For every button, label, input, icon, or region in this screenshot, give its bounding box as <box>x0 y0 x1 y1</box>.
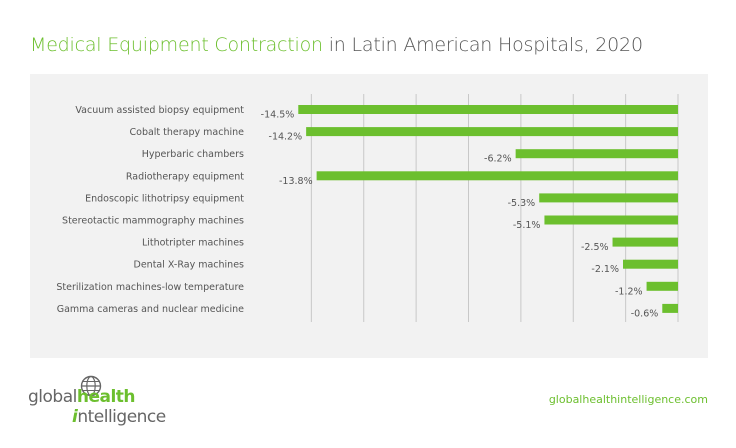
chart-title: Medical Equipment Contraction in Latin A… <box>30 34 643 56</box>
bar <box>539 193 678 203</box>
bar <box>306 127 678 137</box>
logo-word-global: global <box>28 387 77 407</box>
logo-line-2: intelligence <box>72 407 166 427</box>
bar <box>544 215 678 225</box>
logo-initial-i: i <box>72 407 78 427</box>
data-label: -2.5% <box>581 242 609 253</box>
category-label: Endoscopic lithotripsy equipment <box>85 193 244 204</box>
data-label: -14.2% <box>269 132 303 143</box>
bar <box>623 259 678 269</box>
data-label: -2.1% <box>591 264 619 275</box>
website-link[interactable]: globalhealthintelligence.com <box>548 393 708 406</box>
category-label: Lithotripter machines <box>142 238 244 249</box>
data-label: -0.6% <box>631 308 659 319</box>
category-label: Vacuum assisted biopsy equipment <box>75 105 244 116</box>
title-highlight: Medical Equipment Contraction <box>30 34 323 56</box>
category-label: Stereotactic mammography machines <box>62 216 244 227</box>
global-health-intelligence-logo: globalhealth intelligence <box>28 375 178 430</box>
data-label: -6.2% <box>484 154 512 165</box>
logo-line-1: globalhealth <box>28 387 136 407</box>
category-label: Hyperbaric chambers <box>142 149 244 160</box>
data-label: -13.8% <box>279 176 313 187</box>
bar <box>298 105 678 114</box>
bar <box>662 303 678 313</box>
data-label: -5.3% <box>508 198 536 209</box>
category-label: Sterilization machines-low temperature <box>56 282 244 293</box>
bar <box>515 149 678 159</box>
category-label: Gamma cameras and nuclear medicine <box>57 304 244 315</box>
bar <box>316 171 678 181</box>
globe-icon <box>80 375 102 397</box>
chart-panel: Vacuum assisted biopsy equipment -14.5% Co… <box>30 74 708 358</box>
logo-word-intelligence: ntelligence <box>77 407 166 427</box>
category-label: Dental X-Ray machines <box>134 260 245 271</box>
title-rest: in Latin American Hospitals, 2020 <box>322 34 643 56</box>
bar <box>612 237 678 247</box>
logo-word-health: health <box>76 387 136 407</box>
data-label: -1.2% <box>615 286 643 297</box>
category-label: Radiotherapy equipment <box>126 171 244 182</box>
bar <box>646 281 678 291</box>
category-label: Cobalt therapy machine <box>130 127 245 138</box>
bar-chart: Vacuum assisted biopsy equipment -14.5% Co… <box>56 94 679 322</box>
data-label: -5.1% <box>513 220 541 231</box>
data-label: -14.5% <box>261 110 295 121</box>
